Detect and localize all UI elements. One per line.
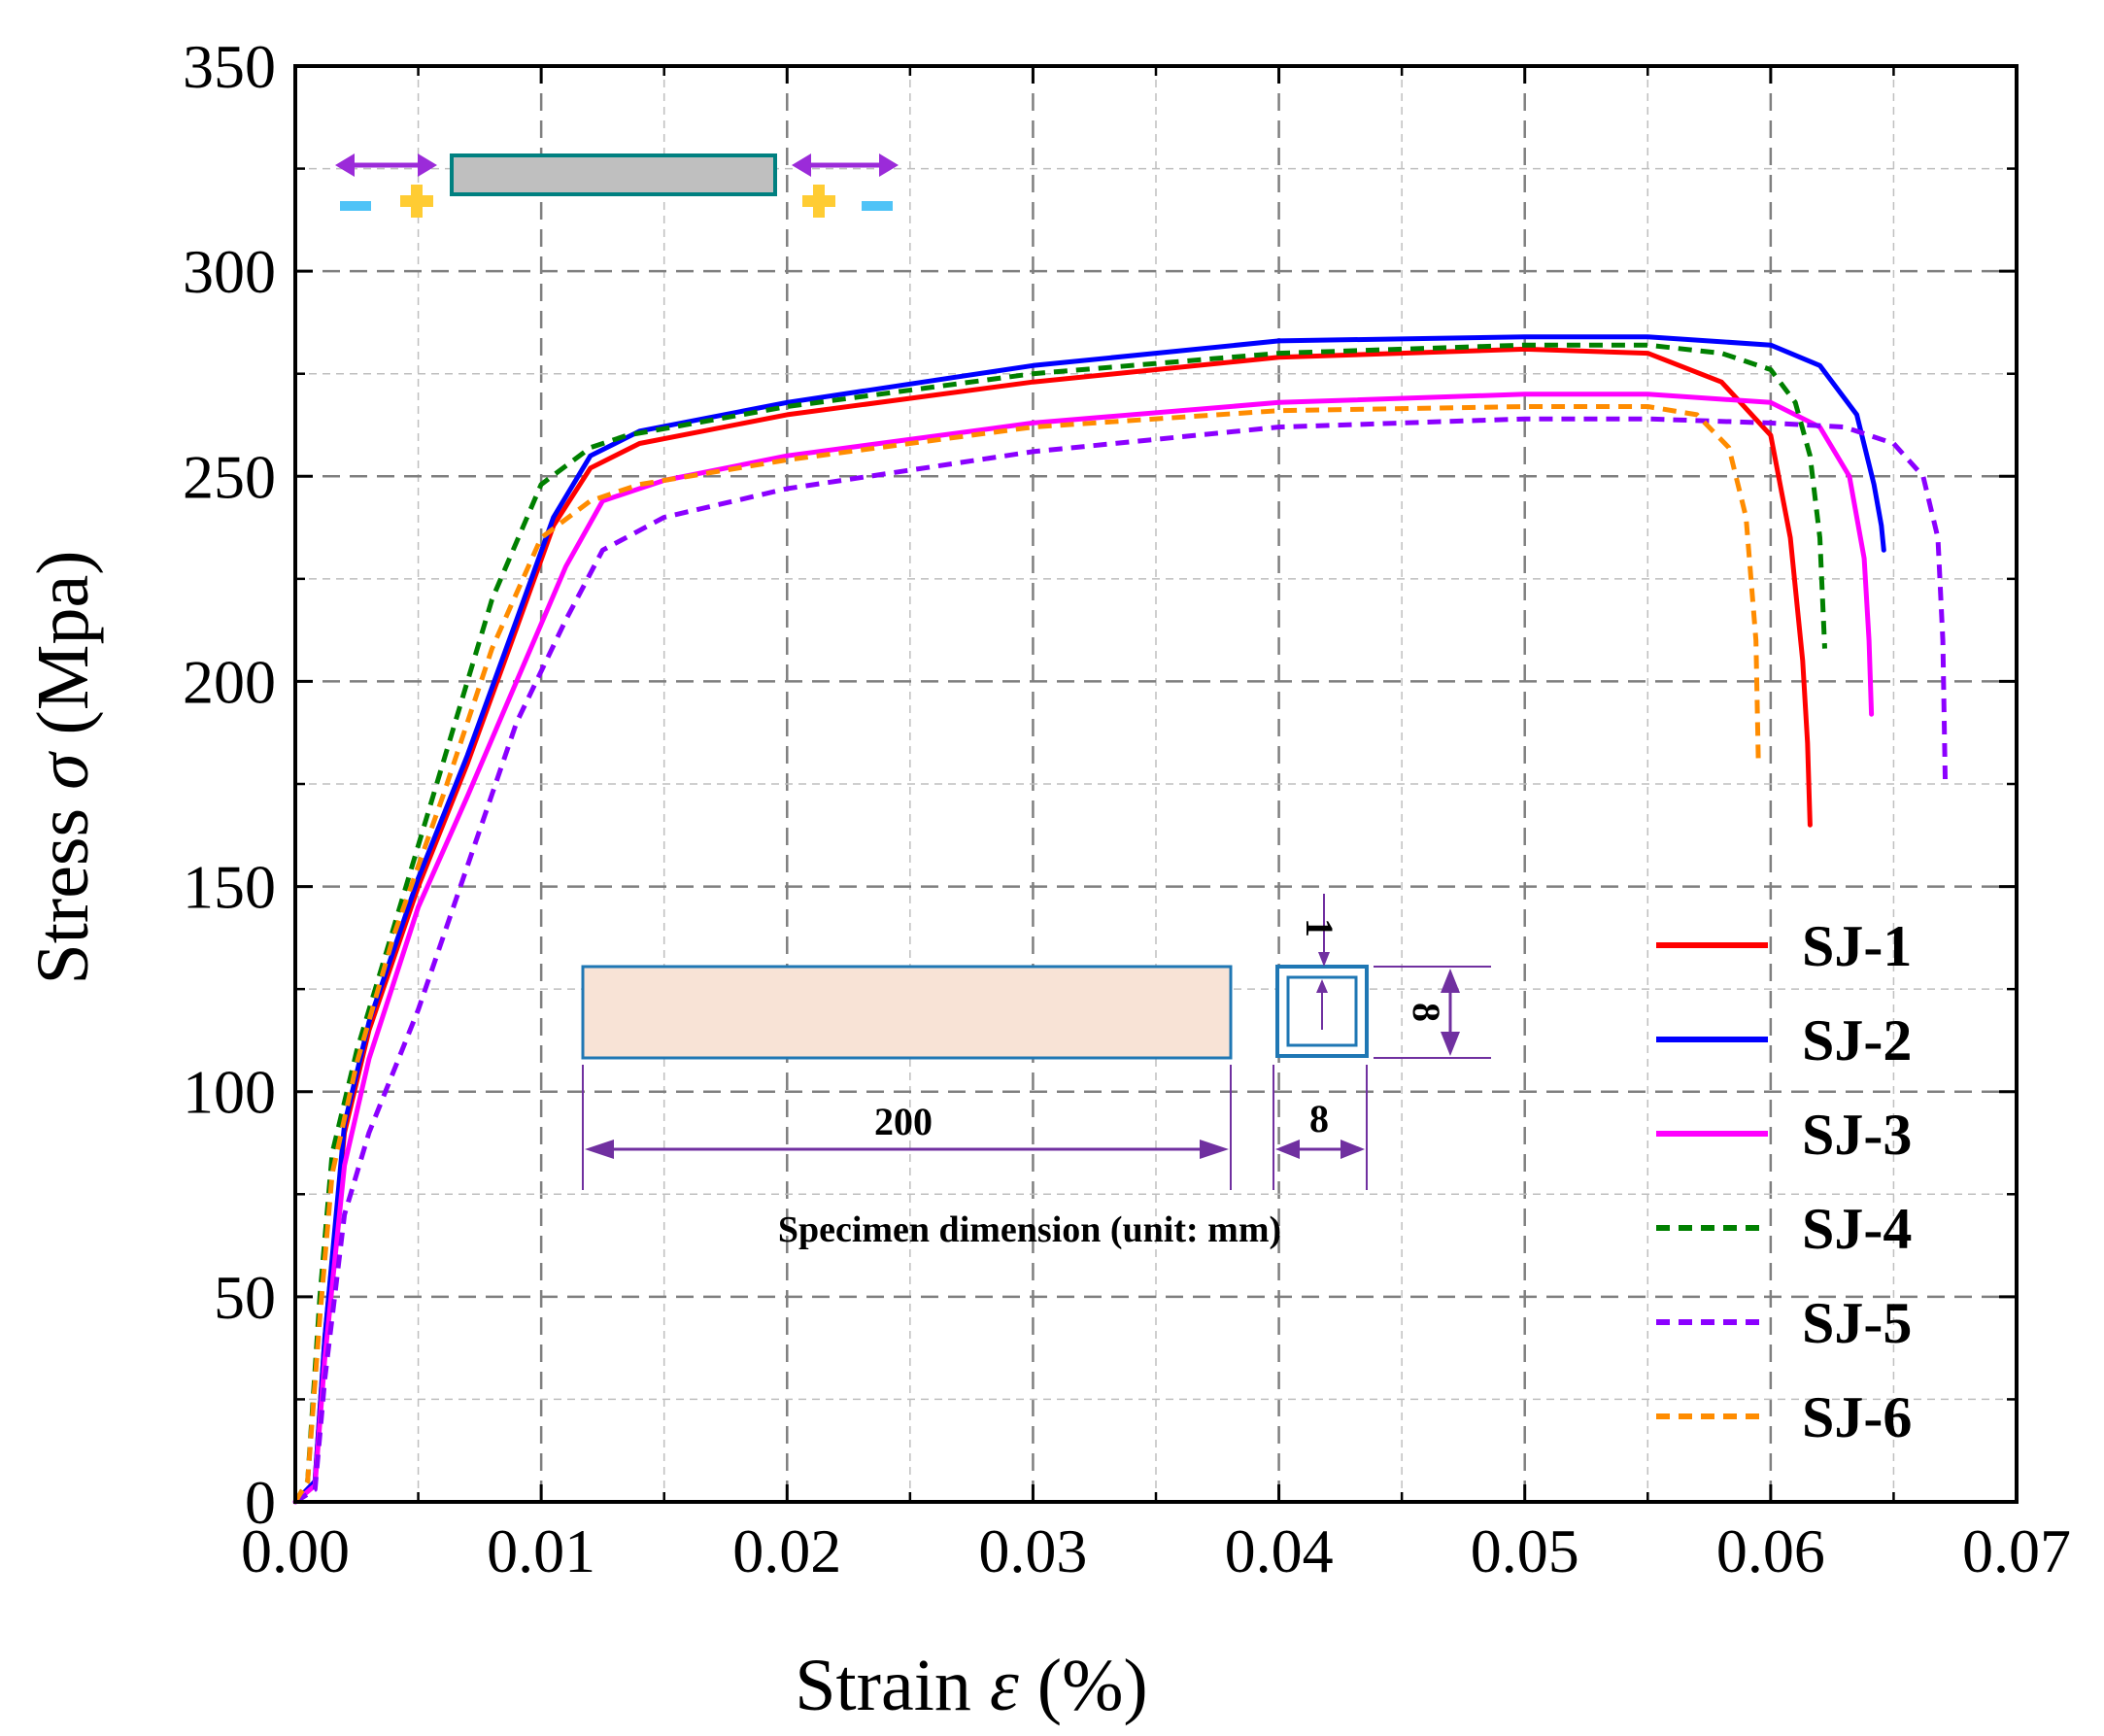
y-tick-label: 200 [183,647,276,716]
x-tick-label: 0.01 [487,1516,595,1585]
specimen-dimension-inset: 200 1 8 8 Specimen dimension (unit: mm) [581,894,1491,1250]
legend-label-sj-4: SJ-4 [1802,1197,1912,1261]
curves [292,334,1949,1505]
ticks [293,64,2019,1504]
right-arrowhead-left-icon [792,153,811,177]
height-arrow-up-icon [1441,969,1460,993]
specimen-bar-icon [450,153,777,196]
series-line-sj-5 [293,416,1949,1505]
y-tick-label: 300 [183,237,276,306]
grid [295,66,2017,1502]
height-arrow-down-icon [1441,1032,1460,1056]
y-tick-label: 250 [183,442,276,511]
series-line-sj-2 [292,334,1886,1505]
y-tick-label: 0 [245,1468,276,1537]
height-label: 8 [1405,1003,1448,1022]
length-arrow-left-icon [585,1140,614,1159]
specimen-side-view [581,965,1233,1060]
x-axis-title: Strain ε (%) [795,1645,1147,1726]
thickness-arrowhead-up-icon [1316,979,1328,993]
series-line-sj-3 [292,391,1875,1505]
y-axis-title: Stress σ (Mpa) [22,551,104,985]
left-arrowhead-left-icon [335,153,355,177]
legend-label-sj-1: SJ-1 [1802,914,1912,978]
y-tick-label: 150 [183,853,276,922]
tension-load-icon [335,153,899,218]
length-label: 200 [874,1100,933,1143]
right-arrowhead-right-icon [879,153,899,177]
y-tick-label: 100 [183,1058,276,1127]
inset-caption: Specimen dimension (unit: mm) [778,1209,1281,1250]
x-tick-label: 0.00 [241,1516,350,1585]
series-line-sj-4 [292,342,1827,1504]
x-tick-label: 0.02 [732,1516,841,1585]
y-tick-label: 50 [214,1263,276,1332]
legend-label-sj-5: SJ-5 [1802,1291,1912,1355]
legend-label-sj-6: SJ-6 [1802,1385,1912,1449]
minus-right-icon [862,201,893,211]
length-arrow-right-icon [1200,1140,1229,1159]
thickness-arrowhead-down-icon [1318,952,1330,967]
legend-label-sj-2: SJ-2 [1802,1008,1912,1072]
x-tick-label: 0.07 [1962,1516,2071,1585]
x-tick-label: 0.06 [1716,1516,1825,1585]
y-tick-label: 350 [183,32,276,101]
minus-left-icon [340,201,371,211]
plus-left-icon [400,185,433,218]
width-arrow-right-icon [1340,1140,1365,1159]
legend-label-sj-3: SJ-3 [1802,1103,1912,1167]
width-label: 8 [1309,1097,1329,1140]
width-arrow-left-icon [1275,1140,1300,1159]
left-arrowhead-right-icon [418,153,437,177]
x-tick-label: 0.05 [1471,1516,1579,1585]
x-tick-label: 0.03 [978,1516,1087,1585]
thickness-label: 1 [1298,918,1341,937]
plus-right-icon [802,185,835,218]
legend: SJ-1 SJ-2 SJ-3 SJ-4 SJ-5 SJ-6 [1656,914,1912,1449]
series-line-sj-6 [292,404,1761,1504]
x-tick-label: 0.04 [1225,1516,1334,1585]
tick-labels: 0.00 0.01 0.02 0.03 0.04 0.05 0.06 0.07 0 50 100 15… [183,32,2071,1585]
